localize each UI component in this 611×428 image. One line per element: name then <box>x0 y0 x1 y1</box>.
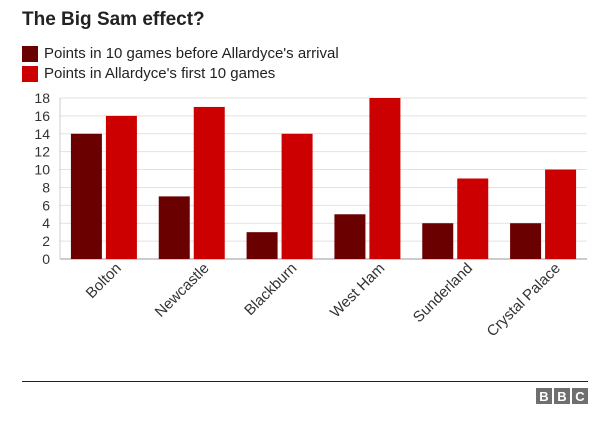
bar-before-crystal-palace <box>510 223 542 259</box>
bbc-logo-block-3: C <box>572 388 588 404</box>
x-tick-label-crystal-palace: Crystal Palace <box>484 260 564 340</box>
legend-label-after: Points in Allardyce's first 10 games <box>44 65 276 82</box>
y-tick-label-12: 12 <box>34 144 50 160</box>
y-tick-label-2: 2 <box>42 233 50 249</box>
bar-after-crystal-palace <box>545 169 577 259</box>
y-tick-label-4: 4 <box>42 215 50 231</box>
bar-before-bolton <box>70 133 102 259</box>
bbc-logo: B B C <box>536 388 588 404</box>
legend: Points in 10 games before Allardyce's ar… <box>22 44 339 84</box>
y-tick-label-0: 0 <box>42 251 50 267</box>
y-tick-label-6: 6 <box>42 197 50 213</box>
bbc-logo-block-2: B <box>554 388 570 404</box>
bar-before-sunderland <box>422 223 454 259</box>
x-tick-label-bolton: Bolton <box>83 260 125 302</box>
bar-after-sunderland <box>457 178 489 259</box>
bar-before-newcastle <box>158 196 190 259</box>
bar-before-west-ham <box>334 214 366 259</box>
legend-label-before: Points in 10 games before Allardyce's ar… <box>44 45 339 62</box>
y-tick-label-8: 8 <box>42 179 50 195</box>
legend-swatch-after <box>22 65 38 82</box>
y-tick-label-10: 10 <box>34 162 50 178</box>
x-tick-label-blackburn: Blackburn <box>241 260 300 319</box>
y-tick-label-18: 18 <box>34 90 50 106</box>
x-tick-label-newcastle: Newcastle <box>152 260 213 321</box>
legend-item-before: Points in 10 games before Allardyce's ar… <box>22 44 339 63</box>
bar-before-blackburn <box>246 232 278 259</box>
legend-item-after: Points in Allardyce's first 10 games <box>22 64 339 83</box>
y-tick-label-14: 14 <box>34 126 50 142</box>
bar-after-bolton <box>105 115 137 259</box>
chart-title: The Big Sam effect? <box>22 9 205 30</box>
bar-after-west-ham <box>369 98 401 259</box>
x-tick-label-sunderland: Sunderland <box>410 260 476 326</box>
footer-rule <box>22 381 588 382</box>
bar-after-newcastle <box>193 106 225 259</box>
bar-after-blackburn <box>281 133 313 259</box>
bar-chart: 0 2 4 6 810 12 14 16 18 Bolton Newcastle Blackburn W… <box>34 90 587 340</box>
legend-swatch-before <box>22 45 38 62</box>
x-tick-label-west-ham: West Ham <box>327 260 388 321</box>
y-tick-label-16: 16 <box>34 108 50 124</box>
bbc-logo-block-1: B <box>536 388 552 404</box>
